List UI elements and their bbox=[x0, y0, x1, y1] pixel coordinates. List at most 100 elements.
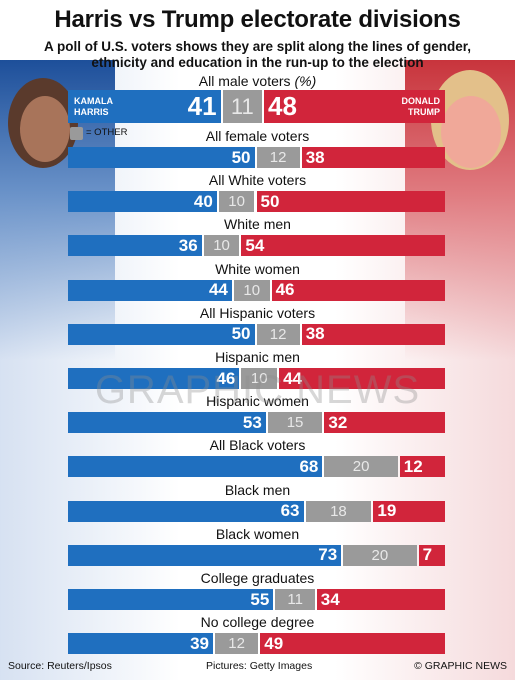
segment-label-text: No college degree bbox=[200, 614, 315, 631]
trump-bar: 50 bbox=[256, 191, 445, 213]
segment-label: All White voters bbox=[0, 172, 515, 188]
segment-label-text: All White voters bbox=[208, 172, 307, 189]
other-bar: 20 bbox=[343, 544, 417, 566]
data-label: 11 bbox=[287, 591, 303, 608]
trump-bar: 38 bbox=[301, 147, 445, 168]
data-label: 34 bbox=[320, 589, 340, 609]
trump-bar: 46 bbox=[271, 279, 445, 301]
data-label: 41 bbox=[187, 91, 217, 121]
segment-label: No college degree bbox=[0, 614, 515, 630]
other-bar: 15 bbox=[267, 412, 323, 434]
data-label: 20 bbox=[371, 546, 389, 564]
chart-title: Harris vs Trump electorate divisions bbox=[54, 6, 461, 33]
segment-label: Hispanic women bbox=[0, 393, 515, 409]
pictures-credit: Pictures: Getty Images bbox=[206, 660, 313, 672]
segment-label-text: All female voters bbox=[205, 128, 310, 144]
data-label: 48 bbox=[268, 91, 297, 121]
harris-bar: 63 bbox=[68, 500, 304, 522]
segment-label: White women bbox=[0, 261, 515, 277]
data-label: 32 bbox=[328, 412, 348, 432]
segment-label: Black men bbox=[0, 482, 515, 498]
segment-label-text: College graduates bbox=[200, 570, 315, 586]
trump-bar: 7 bbox=[418, 544, 445, 566]
data-label: 44 bbox=[283, 368, 303, 388]
other-bar: 20 bbox=[324, 456, 398, 478]
other-bar: 12 bbox=[215, 633, 259, 655]
harris-bar: 50 bbox=[68, 323, 255, 345]
watermark: GRAPHIC NEWS bbox=[94, 368, 421, 412]
segment-label-text: White women bbox=[215, 260, 300, 277]
kamala-harris-portrait bbox=[8, 78, 78, 168]
trump-bar: 49 bbox=[260, 633, 445, 655]
data-label: 46 bbox=[275, 280, 295, 300]
data-label: 36 bbox=[178, 235, 198, 255]
data-label: 12 bbox=[269, 325, 287, 343]
data-label: 12 bbox=[403, 456, 423, 476]
segment-label: College graduates bbox=[0, 570, 515, 586]
segment-label-text: Hispanic women bbox=[206, 393, 309, 410]
harris-bar: 73 bbox=[68, 544, 342, 566]
data-label: 50 bbox=[231, 324, 251, 344]
segment-label: All female voters bbox=[0, 128, 515, 144]
segment-label: All Hispanic voters bbox=[0, 305, 515, 321]
data-label: 12 bbox=[269, 149, 287, 166]
graphic-news-credit: © GRAPHIC NEWS bbox=[414, 660, 507, 672]
data-label: 50 bbox=[231, 147, 251, 167]
data-label: 54 bbox=[245, 235, 265, 255]
segment-label-text: Black women bbox=[215, 525, 300, 542]
harris-bar: 41 bbox=[68, 90, 221, 123]
data-label: 10 bbox=[250, 370, 268, 387]
harris-bar: 36 bbox=[68, 235, 202, 257]
data-label: 44 bbox=[208, 280, 228, 300]
trump-bar: 34 bbox=[316, 589, 445, 610]
data-label: 15 bbox=[286, 414, 304, 432]
data-label: 7 bbox=[422, 545, 433, 565]
subtitle-line-2: ethnicity and education in the run-up to… bbox=[91, 55, 424, 70]
other-legend-swatch bbox=[70, 127, 83, 140]
harris-bar: 50 bbox=[68, 147, 255, 168]
data-label: 39 bbox=[190, 633, 209, 653]
segment-label: Hispanic men bbox=[0, 349, 515, 365]
harris-candidate-label: KAMALA HARRIS bbox=[74, 96, 113, 117]
harris-bar: 46 bbox=[68, 368, 240, 389]
other-legend-label: = OTHER bbox=[86, 127, 128, 138]
other-bar: 11 bbox=[222, 90, 263, 123]
other-bar: 10 bbox=[233, 279, 270, 301]
harris-bar: 68 bbox=[68, 456, 323, 478]
data-label: 53 bbox=[242, 412, 262, 432]
segment-label-text: Hispanic men bbox=[215, 349, 300, 365]
trump-bar: 12 bbox=[399, 456, 445, 478]
data-label: 38 bbox=[305, 324, 325, 344]
segment-label: White men bbox=[0, 216, 515, 232]
other-bar: 10 bbox=[241, 368, 278, 389]
data-label: 63 bbox=[280, 501, 300, 521]
data-label: 38 bbox=[305, 147, 325, 167]
data-label: 55 bbox=[250, 589, 270, 609]
segment-label-text: All Hispanic voters bbox=[199, 304, 316, 321]
segment-label-text: Black men bbox=[224, 481, 291, 498]
data-label: 40 bbox=[193, 191, 213, 211]
data-label: 68 bbox=[299, 456, 319, 476]
segment-label-text: All Black voters bbox=[209, 437, 306, 454]
harris-bar: 40 bbox=[68, 191, 217, 213]
data-label: 46 bbox=[216, 368, 236, 388]
trump-bar: 44 bbox=[279, 368, 445, 389]
harris-bar: 44 bbox=[68, 279, 232, 301]
data-label: 10 bbox=[213, 237, 230, 255]
unit-note: (%) bbox=[290, 73, 317, 89]
harris-bar: 55 bbox=[68, 589, 274, 610]
data-label: 19 bbox=[377, 501, 397, 521]
trump-bar: 48 bbox=[264, 90, 445, 123]
trump-bar: 19 bbox=[373, 500, 445, 522]
other-bar: 12 bbox=[256, 323, 300, 345]
data-label: 12 bbox=[228, 635, 245, 653]
segment-label-text: All male voters bbox=[198, 73, 291, 89]
trump-bar: 38 bbox=[301, 323, 445, 345]
segment-label: All male voters (%) bbox=[0, 73, 515, 89]
data-label: 18 bbox=[330, 502, 347, 520]
data-label: 73 bbox=[318, 545, 338, 565]
data-label: 11 bbox=[230, 93, 254, 119]
data-label: 49 bbox=[264, 633, 284, 653]
other-bar: 18 bbox=[305, 500, 372, 522]
